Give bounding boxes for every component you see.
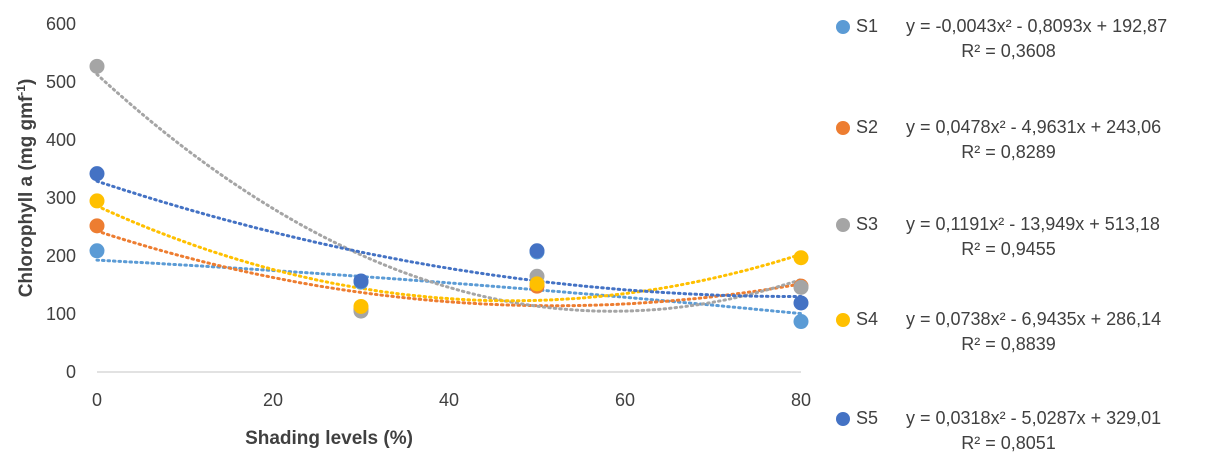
scatter-chart: 0 100 200 300 400 500 600 0 20 40 60 80 Shading le… [14, 14, 811, 449]
legend-marker [836, 20, 850, 34]
trendline-r-squared: R² = 0,8839 [961, 334, 1056, 354]
data-point-s4 [89, 193, 105, 209]
y-tick-label: 500 [46, 72, 76, 92]
x-tick-label: 0 [92, 390, 102, 410]
y-axis-title-suffix: ) [16, 79, 37, 85]
legend-series-name: S2 [856, 117, 879, 137]
y-tick-label: 600 [46, 14, 76, 34]
y-tick-label: 400 [46, 130, 76, 150]
data-point-s5 [529, 243, 545, 259]
y-axis-title-superscript: -1 [14, 85, 28, 96]
legend-marker [836, 412, 850, 426]
trendlines [95, 72, 803, 316]
legend-series-name: S1 [856, 16, 879, 36]
trendline-equation: y = 0,0318x² - 5,0287x + 329,01 [906, 408, 1162, 428]
trendline-r-squared: R² = 0,3608 [961, 41, 1056, 61]
legend-entry-s5: S5 y = 0,0318x² - 5,0287x + 329,01 R² = 0,… [836, 406, 1211, 466]
trendline-equation: y = 0,0738x² - 6,9435x + 286,14 [906, 309, 1162, 329]
data-point-s4 [353, 298, 369, 314]
data-point-s2 [89, 218, 105, 234]
x-tick-label: 20 [263, 390, 283, 410]
data-point-s3 [793, 279, 809, 295]
data-point-s5 [89, 166, 105, 182]
y-axis-title-main: Chlorophyll a (mg gmf [16, 95, 37, 297]
data-points [89, 58, 809, 330]
x-tick-label: 40 [439, 390, 459, 410]
x-tick-label: 60 [615, 390, 635, 410]
y-axis-title: Chlorophyll a (mg gmf-1) [14, 79, 37, 298]
legend-entry-s2: S2 y = 0,0478x² - 4,9631x + 243,06 R² = 0,… [836, 115, 1211, 175]
data-point-s3 [89, 58, 105, 74]
legend-series-name: S5 [856, 408, 879, 428]
y-tick-label: 100 [46, 304, 76, 324]
trendline-r-squared: R² = 0,8051 [961, 433, 1056, 453]
y-tick-label: 300 [46, 188, 76, 208]
trendline-r-squared: R² = 0,9455 [961, 239, 1056, 259]
legend-marker [836, 313, 850, 327]
data-point-s4 [793, 250, 809, 266]
data-point-s4 [529, 276, 545, 292]
trendline-s4 [95, 204, 803, 303]
legend-series-name: S4 [856, 309, 879, 329]
trendline-equation: y = 0,1191x² - 13,949x + 513,18 [906, 214, 1160, 234]
legend-entry-s3: S3 y = 0,1191x² - 13,949x + 513,18 R² = 0,… [836, 212, 1211, 272]
trendline-s1 [95, 258, 803, 316]
legend-series-name: S3 [856, 214, 879, 234]
x-tick-label: 80 [791, 390, 811, 410]
legend-marker [836, 121, 850, 135]
legend-entry-s4: S4 y = 0,0738x² - 6,9435x + 286,14 R² = 0,… [836, 307, 1211, 367]
legend: S1 y = -0,0043x² - 0,8093x + 192,87 R² = 0… [836, 0, 1211, 455]
data-point-s5 [793, 295, 809, 311]
x-axis-ticks: 0 20 40 60 80 [92, 390, 811, 410]
trendline-r-squared: R² = 0,8289 [961, 142, 1056, 162]
legend-entry-s1: S1 y = -0,0043x² - 0,8093x + 192,87 R² = 0… [836, 14, 1211, 74]
trendline-equation: y = 0,0478x² - 4,9631x + 243,06 [906, 117, 1162, 137]
data-point-s1 [793, 314, 809, 330]
y-tick-label: 0 [66, 362, 76, 382]
x-axis-title: Shading levels (%) [245, 428, 413, 449]
trendline-s2 [95, 229, 803, 308]
y-tick-label: 200 [46, 246, 76, 266]
legend-marker [836, 218, 850, 232]
data-point-s1 [89, 243, 105, 259]
trendline-s5 [95, 179, 803, 298]
trendline-s3 [95, 72, 803, 313]
trendline-equation: y = -0,0043x² - 0,8093x + 192,87 [906, 16, 1168, 36]
y-axis-ticks: 0 100 200 300 400 500 600 [46, 14, 76, 382]
data-point-s5 [353, 273, 369, 289]
